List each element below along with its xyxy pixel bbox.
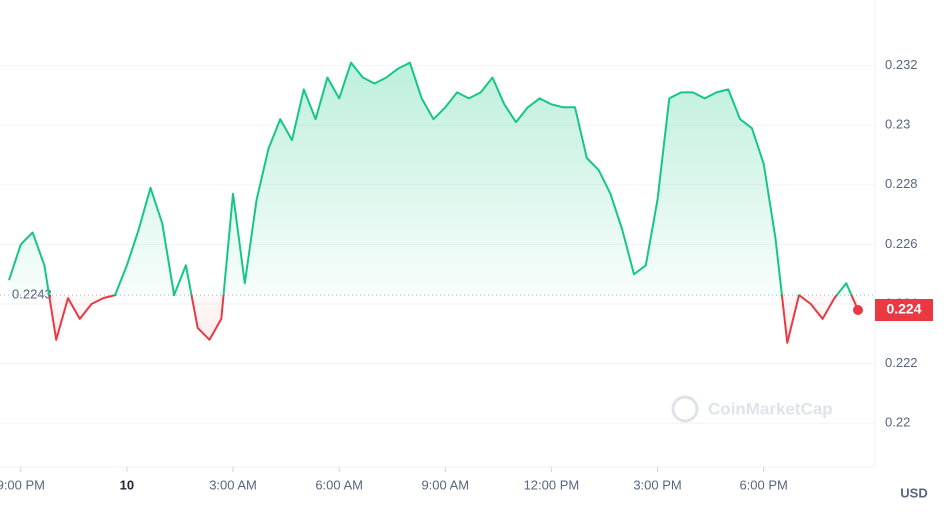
watermark-logo: [671, 395, 699, 423]
x-tick-label: 10: [120, 477, 134, 492]
x-tick-label: 3:00 AM: [209, 477, 257, 492]
x-tick-label: 12:00 PM: [524, 477, 580, 492]
x-tick-label: 3:00 PM: [633, 477, 681, 492]
last-point: [853, 305, 863, 315]
x-tick-label: 9:00 PM: [0, 477, 45, 492]
y-tick-label: 0.23: [885, 117, 910, 132]
x-tick-label: 9:00 AM: [421, 477, 469, 492]
currency-label: USD: [900, 485, 927, 500]
y-tick-label: 0.226: [885, 236, 918, 251]
price-area: [9, 62, 858, 343]
y-tick-label: 0.232: [885, 57, 918, 72]
watermark: CoinMarketCap: [671, 395, 833, 423]
y-tick-label: 0.22: [885, 415, 910, 430]
price-line: [8, 61, 859, 344]
x-tick-label: 6:00 PM: [739, 477, 787, 492]
y-tick-label: 0.222: [885, 355, 918, 370]
y-tick-label: 0.228: [885, 176, 918, 191]
watermark-text: CoinMarketCap: [708, 399, 833, 418]
last-value-badge: [875, 299, 933, 321]
last-value-label: 0.224: [886, 301, 921, 317]
x-tick-label: 6:00 AM: [315, 477, 363, 492]
baseline-label: 0.2243: [12, 287, 52, 302]
